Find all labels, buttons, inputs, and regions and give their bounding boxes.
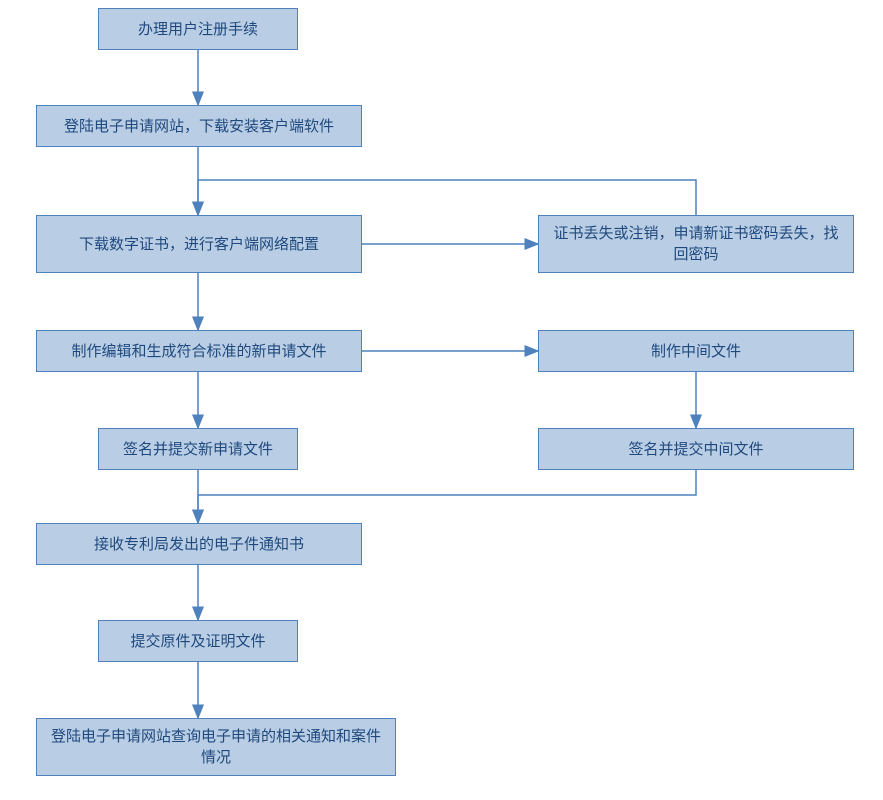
flowchart-node: 签名并提交新申请文件 xyxy=(98,428,298,470)
flowchart-edge xyxy=(198,180,696,215)
flowchart-node-label: 登陆电子申请网站，下载安装客户端软件 xyxy=(64,116,334,137)
flowchart-node: 登陆电子申请网站，下载安装客户端软件 xyxy=(36,105,362,147)
flowchart-node-label: 签名并提交新申请文件 xyxy=(123,439,273,460)
flowchart-node: 登陆电子申请网站查询电子申请的相关通知和案件情况 xyxy=(36,718,396,776)
flowchart-node: 签名并提交中间文件 xyxy=(538,428,854,470)
flowchart-node-label: 制作中间文件 xyxy=(651,341,741,362)
flowchart-node: 办理用户注册手续 xyxy=(98,8,298,50)
flowchart-container: 办理用户注册手续登陆电子申请网站，下载安装客户端软件下载数字证书，进行客户端网络… xyxy=(0,0,883,800)
flowchart-node: 下载数字证书，进行客户端网络配置 xyxy=(36,215,362,273)
flowchart-node: 证书丢失或注销，申请新证书密码丢失，找回密码 xyxy=(538,215,854,273)
flowchart-node-label: 签名并提交中间文件 xyxy=(628,439,763,460)
flowchart-node: 提交原件及证明文件 xyxy=(98,620,298,662)
flowchart-node: 制作编辑和生成符合标准的新申请文件 xyxy=(36,330,362,372)
flowchart-node: 制作中间文件 xyxy=(538,330,854,372)
flowchart-node-label: 接收专利局发出的电子件通知书 xyxy=(94,534,304,555)
flowchart-node-label: 办理用户注册手续 xyxy=(138,19,258,40)
flowchart-node-label: 制作编辑和生成符合标准的新申请文件 xyxy=(71,341,326,362)
flowchart-node-label: 登陆电子申请网站查询电子申请的相关通知和案件情况 xyxy=(49,726,383,768)
flowchart-node-label: 提交原件及证明文件 xyxy=(130,631,265,652)
flowchart-node-label: 证书丢失或注销，申请新证书密码丢失，找回密码 xyxy=(551,223,841,265)
flowchart-edge xyxy=(198,470,696,523)
flowchart-node-label: 下载数字证书，进行客户端网络配置 xyxy=(79,234,319,255)
flowchart-node: 接收专利局发出的电子件通知书 xyxy=(36,523,362,565)
